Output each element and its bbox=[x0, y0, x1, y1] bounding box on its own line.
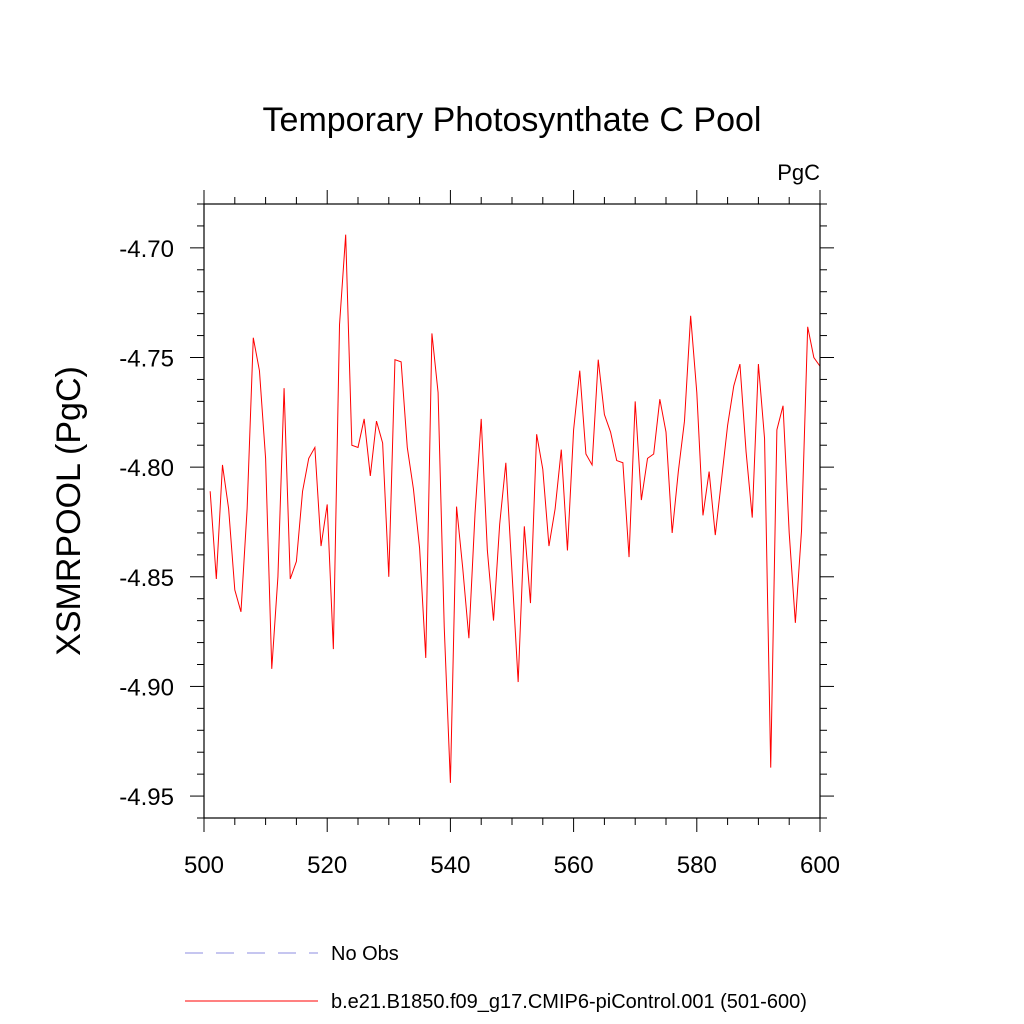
x-tick-label: 540 bbox=[430, 852, 470, 879]
series-line bbox=[209, 234, 821, 783]
y-axis-label: XSMRPOOL (PgC) bbox=[50, 366, 88, 656]
y-tick-label: -4.75 bbox=[119, 346, 174, 373]
y-tick-label: -4.90 bbox=[119, 674, 174, 701]
units-label: PgC bbox=[777, 160, 820, 185]
plot-frame bbox=[203, 203, 821, 819]
x-tick-label: 500 bbox=[184, 852, 224, 879]
legend-label-no-obs: No Obs bbox=[331, 943, 399, 965]
chart-title: Temporary Photosynthate C Pool bbox=[263, 101, 762, 139]
y-tick-label: -4.95 bbox=[119, 784, 174, 811]
legend: No Obs b.e21.B1850.f09_g17.CMIP6-piContr… bbox=[185, 943, 807, 1013]
y-tick-label: -4.80 bbox=[119, 455, 174, 482]
legend-label-model-run: b.e21.B1850.f09_g17.CMIP6-piControl.001 … bbox=[331, 991, 807, 1013]
y-tick-label: -4.85 bbox=[119, 565, 174, 592]
x-tick-label: 560 bbox=[554, 852, 594, 879]
plot-series bbox=[209, 234, 821, 783]
y-tick-label: -4.70 bbox=[119, 236, 174, 263]
tick-labels: 500 520 540 560 580 600 -4.95 -4.90 -4.85 -4.80 -4… bbox=[119, 236, 840, 879]
x-tick-label: 580 bbox=[677, 852, 717, 879]
axis-ticks bbox=[190, 190, 834, 832]
x-tick-label: 520 bbox=[307, 852, 347, 879]
x-tick-label: 600 bbox=[800, 852, 840, 879]
